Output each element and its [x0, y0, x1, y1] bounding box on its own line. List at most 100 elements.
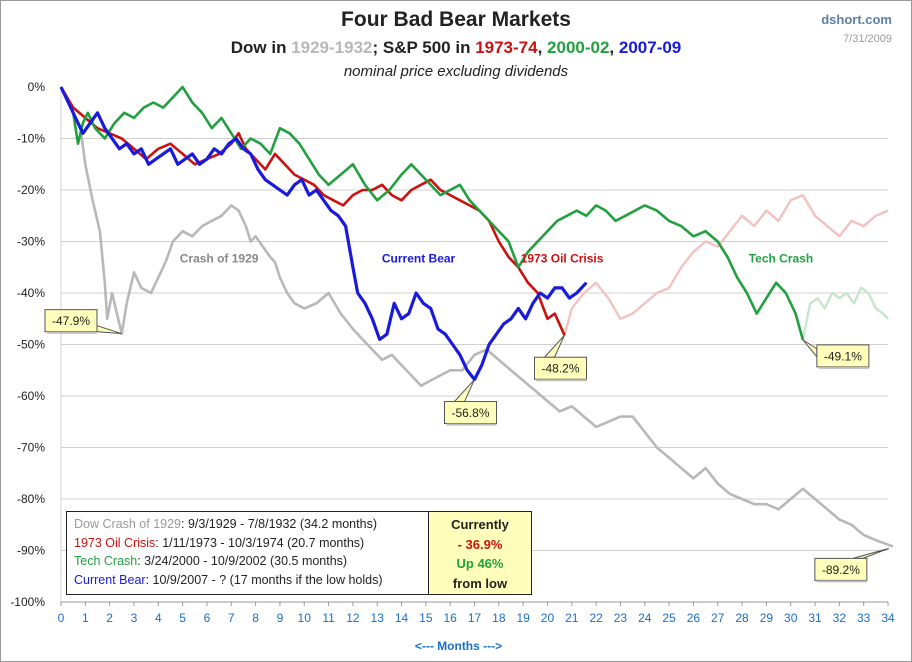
chart-date: 7/31/2009	[843, 33, 892, 45]
series-label: Current Bear	[382, 251, 456, 265]
callout-shadow	[47, 331, 97, 334]
x-tick-label: 3	[131, 611, 138, 625]
period-detail: : 9/3/1929 - 7/8/1932 (34.2 months)	[181, 517, 377, 531]
info-box-periods: Dow Crash of 1929: 9/3/1929 - 7/8/1932 (…	[67, 512, 427, 594]
y-tick-label: -100%	[10, 595, 45, 609]
info-box: Dow Crash of 1929: 9/3/1929 - 7/8/1932 (…	[66, 511, 532, 595]
x-tick-label: 32	[833, 611, 847, 625]
series-label: Tech Crash	[749, 251, 813, 265]
x-tick-label: 5	[179, 611, 186, 625]
x-tick-label: 12	[346, 611, 360, 625]
subtitle-part: Dow in	[230, 38, 292, 57]
x-tick-label: 18	[492, 611, 506, 625]
x-tick-label: 13	[371, 611, 385, 625]
x-tick-label: 8	[252, 611, 259, 625]
callout-pointer	[96, 324, 122, 335]
x-tick-label: 6	[204, 611, 211, 625]
y-tick-label: -10%	[17, 132, 45, 146]
callout-shadow	[816, 580, 867, 583]
subtitle-part: 2000-02	[547, 38, 610, 57]
x-tick-label: 17	[468, 611, 482, 625]
source-credit: dshort.com	[821, 12, 892, 27]
y-tick-label: 0%	[28, 80, 46, 94]
period-row: Dow Crash of 1929: 9/3/1929 - 7/8/1932 (…	[74, 515, 427, 534]
x-tick-label: 7	[228, 611, 235, 625]
x-tick-label: 27	[711, 611, 725, 625]
subtitle-part: 1929-1932	[291, 38, 373, 57]
faded-extension-line	[563, 193, 889, 336]
y-tick-label: -60%	[17, 389, 45, 403]
subtitle-part: ,	[537, 38, 548, 57]
x-tick-label: 31	[808, 611, 822, 625]
x-tick-label: 19	[516, 611, 530, 625]
series-label: 1973 Oil Crisis	[521, 251, 604, 265]
callout-label: -89.2%	[822, 563, 860, 577]
x-tick-label: 16	[443, 611, 457, 625]
x-axis-label: <--- Months --->	[415, 639, 502, 653]
x-tick-label: 4	[155, 611, 162, 625]
callout-pointer	[543, 334, 565, 358]
y-tick-label: -30%	[17, 235, 45, 249]
x-tick-label: 30	[784, 611, 798, 625]
period-name: Dow Crash of 1929	[74, 517, 182, 531]
period-detail: : 3/24/2000 - 10/9/2002 (30.5 months)	[137, 554, 348, 568]
x-tick-label: 11	[322, 611, 335, 625]
y-tick-label: -90%	[17, 544, 45, 558]
x-tick-label: 23	[614, 611, 628, 625]
series-line	[59, 86, 894, 548]
currently-label: Currently	[451, 517, 509, 532]
period-row: 1973 Oil Crisis: 1/11/1973 - 10/3/1974 (…	[74, 534, 427, 553]
callout-label: -56.8%	[451, 406, 489, 420]
chart-subtitle: Dow in 1929-1932; S&P 500 in 1973-74, 20…	[0, 38, 912, 58]
series-line	[59, 86, 588, 382]
subtitle-part: 2007-09	[618, 38, 682, 57]
y-tick-label: -50%	[17, 338, 45, 352]
period-name: 1973 Oil Crisis	[74, 535, 156, 550]
x-tick-label: 28	[735, 611, 749, 625]
x-tick-label: 33	[857, 611, 871, 625]
callout-label: -49.1%	[824, 349, 862, 363]
y-tick-label: -70%	[17, 441, 45, 455]
y-tick-label: -40%	[17, 286, 45, 300]
callout-label: -48.2%	[541, 362, 579, 376]
callout-pointer	[453, 379, 475, 403]
x-tick-label: 29	[760, 611, 774, 625]
x-tick-label: 22	[589, 611, 603, 625]
callout-pointer	[852, 547, 890, 559]
subtitle-part: 1973-74	[475, 38, 538, 57]
currently-box: Currently - 36.9% Up 46% from low	[428, 512, 531, 594]
currently-change: - 36.9%	[457, 536, 503, 552]
period-detail: : 1/11/1973 - 10/3/1974 (20.7 months)	[155, 535, 365, 550]
period-name: Tech Crash	[74, 554, 138, 568]
x-tick-label: 0	[58, 611, 65, 625]
period-name: Current Bear	[74, 572, 146, 587]
chart-note: nominal price excluding dividends	[343, 63, 569, 80]
x-tick-label: 2	[106, 611, 113, 625]
series-line	[59, 86, 566, 336]
x-tick-label: 21	[565, 611, 579, 625]
callout-shadow	[818, 366, 869, 369]
x-tick-label: 10	[298, 611, 312, 625]
y-tick-label: -80%	[17, 492, 45, 506]
x-tick-label: 24	[638, 611, 652, 625]
x-tick-label: 20	[541, 611, 555, 625]
callout-shadow	[536, 379, 587, 382]
period-detail: : 10/9/2007 - ? (17 months if the low ho…	[145, 572, 383, 587]
callout-shadow	[446, 423, 497, 426]
callout-pointer	[802, 339, 818, 359]
currently-from: from low	[452, 575, 508, 591]
x-tick-label: 1	[82, 611, 89, 625]
y-tick-label: -20%	[17, 183, 45, 197]
x-tick-label: 34	[881, 611, 895, 625]
currently-up: Up 46%	[456, 556, 504, 571]
series-label: Crash of 1929	[180, 251, 259, 265]
x-tick-label: 26	[687, 611, 701, 625]
subtitle-part: ,	[609, 38, 619, 57]
x-tick-label: 9	[277, 611, 284, 625]
x-tick-label: 14	[395, 611, 409, 625]
chart-title: Four Bad Bear Markets	[341, 8, 571, 31]
x-tick-label: 15	[419, 611, 433, 625]
subtitle-part: ; S&P 500 in	[372, 38, 476, 57]
period-row: Current Bear: 10/9/2007 - ? (17 months i…	[74, 571, 427, 590]
